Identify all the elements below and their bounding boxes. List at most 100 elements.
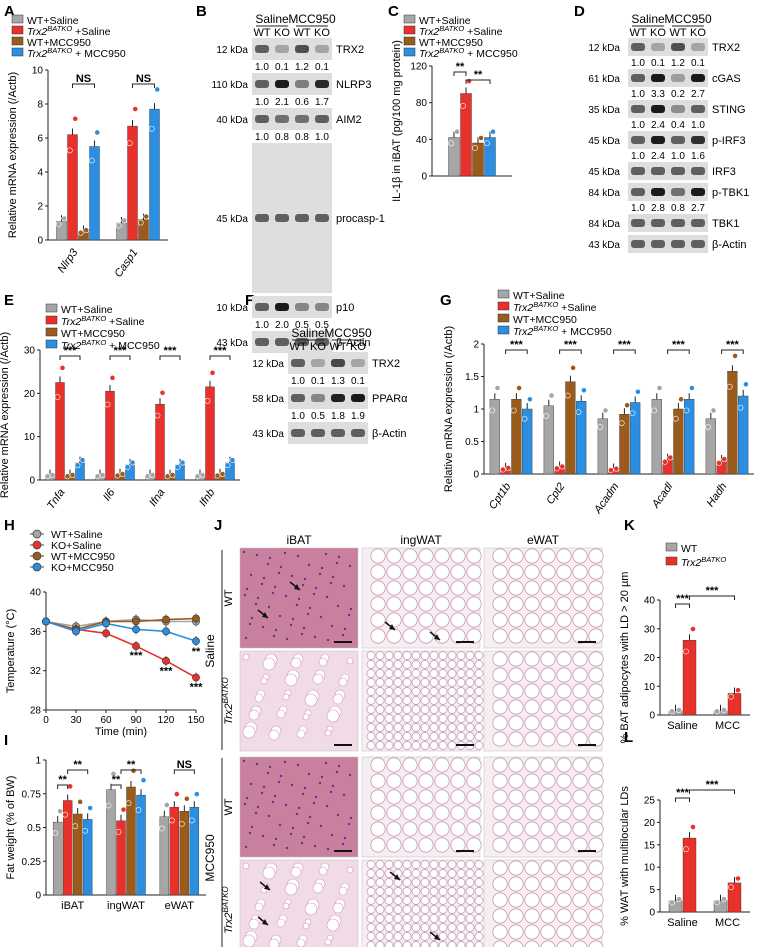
blot-band bbox=[275, 115, 289, 123]
adipocyte bbox=[474, 860, 484, 869]
blotB-lane-1: KO bbox=[274, 27, 290, 39]
adipocyte bbox=[438, 687, 448, 696]
adipocyte bbox=[588, 564, 604, 580]
adipocyte bbox=[474, 878, 484, 887]
nucleus bbox=[266, 562, 270, 566]
data-point bbox=[624, 402, 630, 409]
sig-bracket bbox=[209, 355, 231, 360]
legend-label: WT+Saline bbox=[61, 304, 113, 316]
adipocyte bbox=[556, 667, 572, 683]
adipocyte bbox=[375, 914, 385, 923]
lipid-droplet bbox=[268, 938, 280, 947]
adipocyte bbox=[492, 908, 508, 924]
adipocyte bbox=[438, 732, 448, 741]
adipocyte bbox=[492, 548, 508, 564]
adipocyte bbox=[420, 869, 430, 878]
adipocyte bbox=[456, 860, 466, 869]
blot-strip bbox=[628, 214, 708, 232]
chart-I: 0 0.25 0.5 0.75 1 Fat weight (% of BW) iBAT ing… bbox=[5, 756, 206, 912]
adipocyte bbox=[393, 941, 403, 947]
adipocyte bbox=[411, 723, 421, 732]
adipocyte bbox=[465, 941, 475, 947]
adipocyte bbox=[393, 687, 403, 696]
adipocyte bbox=[465, 678, 475, 687]
lipid-droplet bbox=[326, 918, 340, 932]
adipocyte bbox=[474, 741, 484, 750]
nucleus bbox=[314, 586, 318, 590]
nucleus bbox=[306, 821, 310, 825]
histo-row-label: Trx2BATKO bbox=[221, 677, 235, 724]
adipocyte bbox=[384, 896, 394, 905]
data-point bbox=[737, 404, 744, 411]
nucleus bbox=[318, 781, 322, 785]
y-tick-label: 15 bbox=[644, 840, 656, 851]
nucleus bbox=[256, 805, 260, 809]
adipocyte bbox=[418, 612, 434, 628]
data-point bbox=[676, 707, 682, 713]
nucleus bbox=[278, 614, 282, 618]
adipocyte bbox=[434, 612, 450, 628]
nucleus bbox=[296, 554, 300, 558]
adipocyte bbox=[474, 696, 484, 705]
adipocyte bbox=[418, 773, 434, 789]
blot-band bbox=[255, 214, 269, 222]
adipocyte bbox=[447, 860, 457, 869]
adipocyte bbox=[438, 714, 448, 723]
adipocyte bbox=[434, 548, 450, 564]
blot-kda: 12 kDa bbox=[588, 43, 620, 54]
adipocyte bbox=[508, 596, 524, 612]
blot-quant: 1.9 bbox=[351, 411, 365, 422]
data-point bbox=[42, 617, 50, 626]
adipocyte bbox=[556, 924, 572, 940]
adipocyte bbox=[474, 723, 484, 732]
series-line bbox=[45, 617, 197, 631]
lipid-droplet bbox=[282, 902, 290, 910]
data-point bbox=[67, 783, 74, 790]
blot-strip bbox=[628, 38, 708, 56]
nucleus bbox=[242, 550, 246, 554]
adipocyte bbox=[402, 837, 418, 853]
y-tick-label: 2 bbox=[37, 202, 43, 213]
nucleus bbox=[243, 593, 247, 597]
sig-label: *** bbox=[130, 650, 144, 662]
adipocyte bbox=[456, 687, 466, 696]
data-point bbox=[219, 471, 226, 477]
legend-label: WT+MCC950 bbox=[419, 37, 483, 49]
data-point bbox=[710, 407, 717, 414]
adipocyte bbox=[386, 612, 402, 628]
legend-label: Trx2BATKO bbox=[681, 555, 726, 569]
adipocyte bbox=[492, 805, 508, 821]
adipocyte bbox=[402, 651, 412, 660]
adipocyte bbox=[556, 715, 572, 731]
adipocyte bbox=[540, 715, 556, 731]
data-point bbox=[168, 817, 175, 824]
blot-protein: TRX2 bbox=[372, 358, 400, 370]
lipid-droplet bbox=[284, 882, 298, 896]
x-tick-label: Ifnb bbox=[197, 487, 217, 509]
lipid-droplet bbox=[304, 902, 318, 916]
sig-bracket bbox=[465, 79, 491, 84]
adipocyte bbox=[456, 705, 466, 714]
adipocyte bbox=[524, 580, 540, 596]
x-tick-label: iBAT bbox=[61, 900, 84, 912]
adipocyte bbox=[418, 757, 434, 773]
nucleus bbox=[261, 625, 265, 629]
adipocyte bbox=[429, 714, 439, 723]
blotF-group-saline: Saline bbox=[291, 326, 325, 340]
adipocyte bbox=[524, 667, 540, 683]
adipocyte bbox=[420, 669, 430, 678]
data-point bbox=[521, 415, 528, 422]
nucleus bbox=[279, 565, 283, 569]
panel-letter-J: J bbox=[214, 517, 222, 534]
sig-bracket bbox=[67, 769, 89, 774]
panel-letter-C: C bbox=[388, 3, 399, 20]
nucleus bbox=[335, 561, 339, 565]
adipocyte bbox=[375, 678, 385, 687]
legend-swatch bbox=[665, 556, 678, 566]
x-tick-label: MCC bbox=[715, 720, 740, 732]
adipocyte bbox=[492, 789, 508, 805]
adipocyte bbox=[393, 714, 403, 723]
adipocyte bbox=[556, 789, 572, 805]
adipocyte bbox=[411, 678, 421, 687]
adipocyte bbox=[438, 932, 448, 941]
